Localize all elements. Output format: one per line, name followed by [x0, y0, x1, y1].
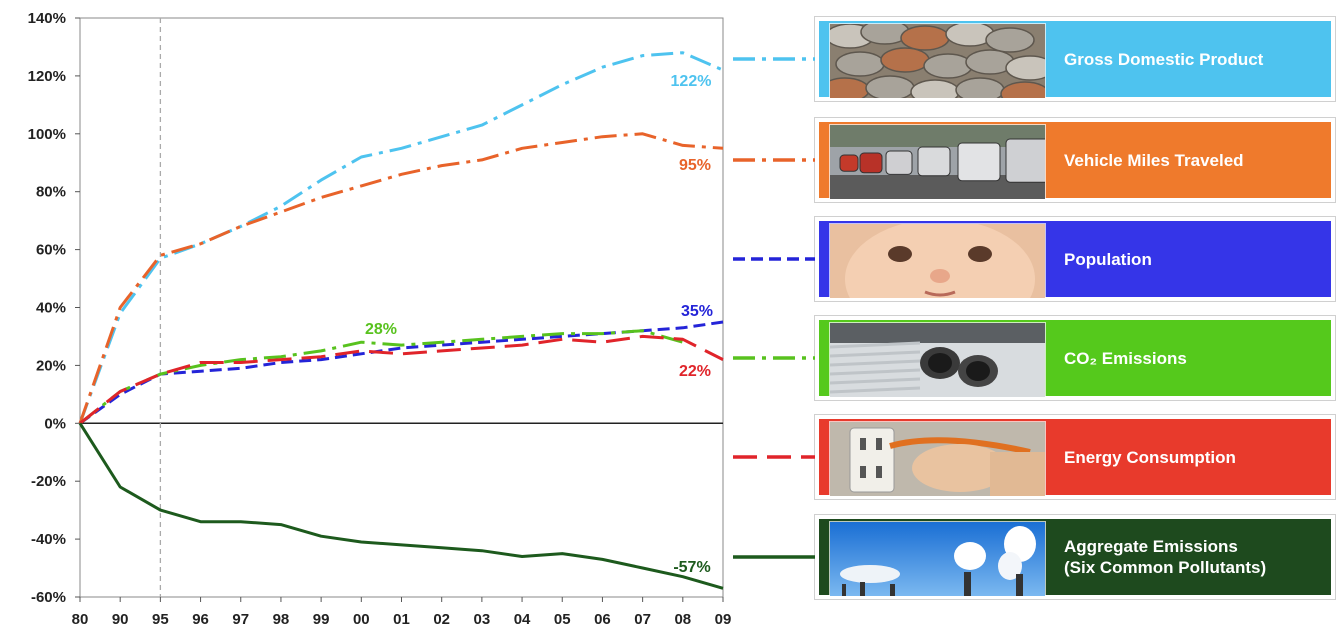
x-tick-label: 03: [474, 611, 491, 628]
line-chart: -60% -40% -20% 0% 20% 40% 60% 80% 100% 120% 140% 80…: [28, 10, 732, 628]
legend-label: Energy Consumption: [1064, 419, 1323, 495]
baby-image: [829, 223, 1046, 299]
y-tick-label: 100%: [28, 126, 66, 143]
end-label-aggregate-emissions-six-common-pollutants: -57%: [673, 559, 710, 576]
legend-label: Gross Domestic Product: [1064, 21, 1323, 97]
legend-box: Population: [814, 216, 1336, 302]
legend-label-text: CO₂ Emissions: [1064, 348, 1187, 368]
plot-frame: [79, 17, 724, 598]
y-tick-label: -40%: [31, 531, 66, 548]
x-tick-label: 05: [554, 611, 571, 628]
end-label-gross-domestic-product: 122%: [671, 73, 712, 90]
series-line-gross-domestic-product: [78, 51, 724, 424]
x-tick-label: 08: [674, 611, 691, 628]
end-label-co2-emissions: 28%: [365, 321, 397, 338]
legend-connector: [733, 158, 815, 162]
y-tick-label: 20%: [36, 357, 66, 374]
smokestacks-image: [829, 521, 1046, 597]
legend-label-text: Aggregate Emissions (Six Common Pollutan…: [1064, 537, 1267, 577]
x-tick-label: 00: [353, 611, 370, 628]
legend-connector: [733, 57, 815, 61]
legend-label-text: Vehicle Miles Traveled: [1064, 150, 1244, 170]
legend-connector: [733, 455, 815, 459]
series-line-energy-consumption: [79, 334, 724, 425]
legend-label: Population: [1064, 221, 1323, 297]
series-line-aggregate-emissions-six-common-pollutants: [78, 422, 724, 590]
legend-connector: [733, 356, 815, 360]
exhaust-image: [829, 322, 1046, 398]
legend-box: Gross Domestic Product: [814, 16, 1336, 102]
x-tick-label: 07: [634, 611, 651, 628]
traffic-image: [829, 124, 1046, 200]
legend-label: Vehicle Miles Traveled: [1064, 122, 1323, 198]
x-tick-label: 98: [273, 611, 290, 628]
x-tick-label: 09: [715, 611, 732, 628]
x-tick-label: 80: [72, 611, 89, 628]
x-tick-label: 99: [313, 611, 330, 628]
legend-label: Aggregate Emissions (Six Common Pollutan…: [1064, 519, 1323, 595]
legend-connector: [733, 257, 815, 261]
y-tick-label: 120%: [28, 68, 66, 85]
legend-connector: [733, 555, 815, 559]
legend-box: Aggregate Emissions (Six Common Pollutan…: [814, 514, 1336, 600]
x-tick-label: 96: [192, 611, 209, 628]
series-line-vehicle-miles-traveled: [78, 132, 724, 424]
coins-image: [829, 23, 1046, 99]
x-tick-label: 95: [152, 611, 169, 628]
legend-label-text: Energy Consumption: [1064, 447, 1236, 467]
legend-label-text: Gross Domestic Product: [1064, 49, 1264, 69]
end-label-vehicle-miles-traveled: 95%: [679, 157, 711, 174]
y-tick-label: 0%: [44, 415, 66, 432]
end-label-energy-consumption: 22%: [679, 363, 711, 380]
series-line-co2-emissions: [79, 329, 684, 425]
x-tick-label: 06: [594, 611, 611, 628]
legend-box: Energy Consumption: [814, 414, 1336, 500]
y-tick-label: 60%: [36, 242, 66, 259]
legend-label-text: Population: [1064, 249, 1152, 269]
y-tick-label: 140%: [28, 10, 66, 27]
x-tick-label: 90: [112, 611, 129, 628]
y-tick-label: 80%: [36, 184, 66, 201]
y-tick-label: 40%: [36, 300, 66, 317]
legend-box: CO₂ Emissions: [814, 315, 1336, 401]
x-tick-label: 97: [232, 611, 249, 628]
plug-image: [829, 421, 1046, 497]
series-line-population: [79, 320, 724, 425]
x-tick-label: 01: [393, 611, 410, 628]
legend-label: CO₂ Emissions: [1064, 320, 1323, 396]
y-tick-label: -20%: [31, 473, 66, 490]
x-tick-label: 02: [433, 611, 450, 628]
legend-box: Vehicle Miles Traveled: [814, 117, 1336, 203]
y-tick-label: -60%: [31, 589, 66, 606]
x-tick-label: 04: [514, 611, 531, 628]
end-label-population: 35%: [681, 303, 713, 320]
